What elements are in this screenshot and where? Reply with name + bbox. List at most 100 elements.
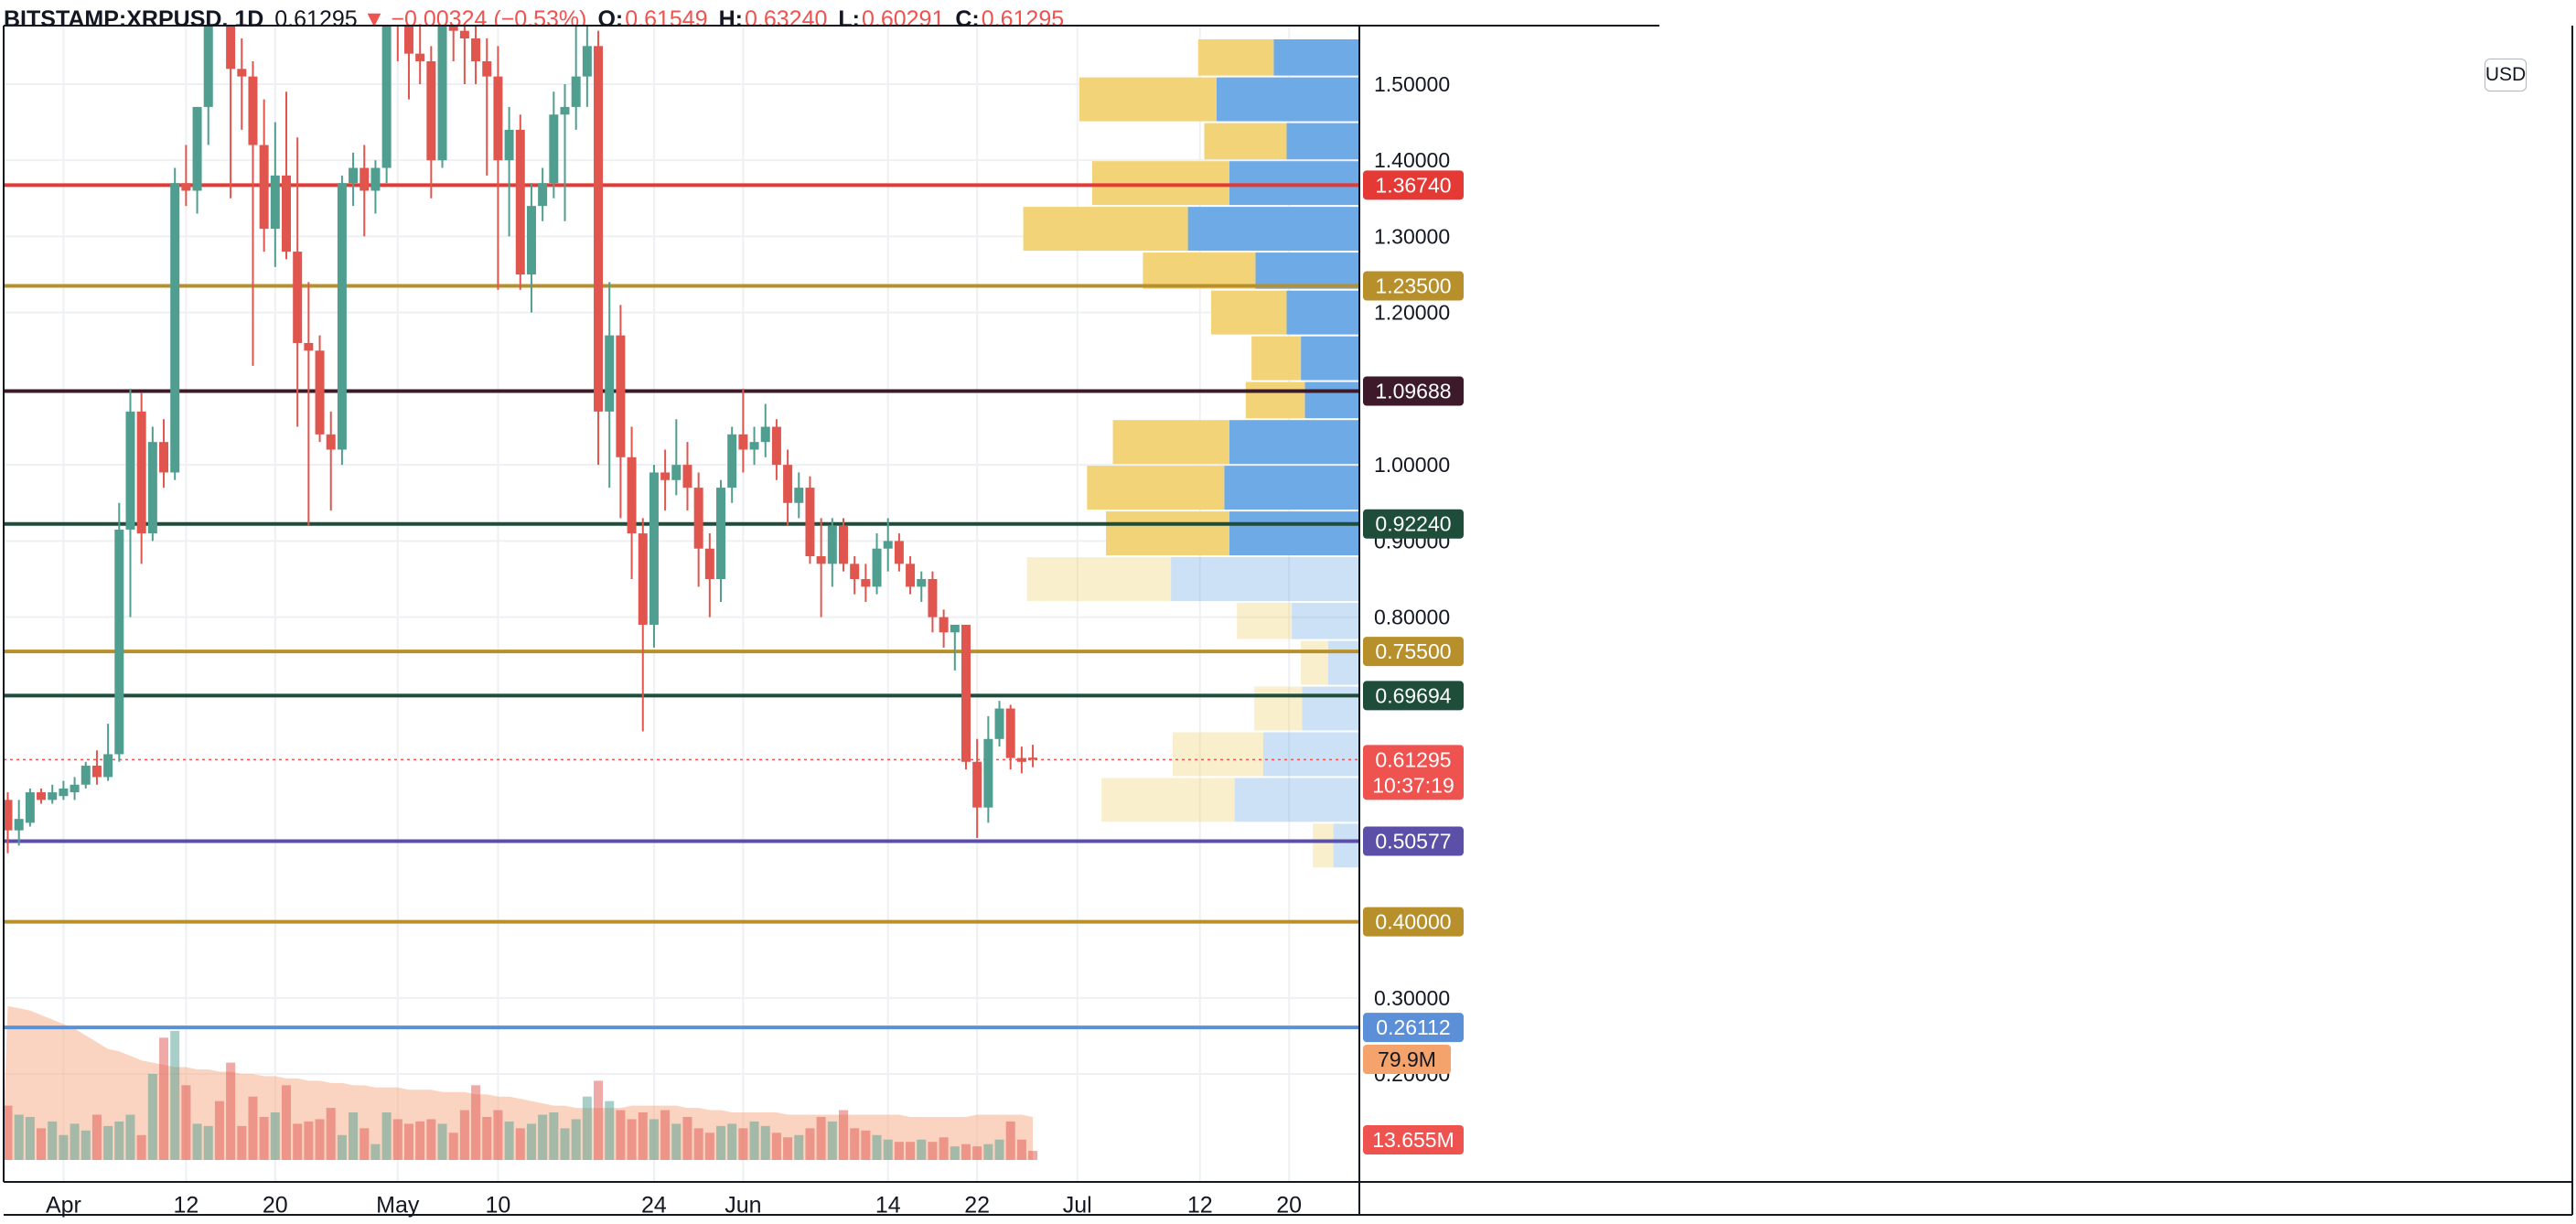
candle-body (403, 26, 413, 54)
volume-bar (437, 1123, 447, 1160)
candle-body (248, 76, 258, 145)
candle (638, 518, 648, 732)
volume-bar (403, 1123, 413, 1160)
candle (381, 26, 392, 184)
volume-bar (237, 1125, 247, 1160)
price-label-bg (1363, 376, 1464, 406)
price-label-badge: 0.40000 (1363, 907, 1464, 937)
candle (459, 26, 469, 84)
volume-bar (415, 1121, 425, 1160)
candle (426, 46, 436, 199)
candle-body (549, 114, 559, 184)
candle-body (961, 624, 971, 762)
countdown-label: 10:37:19 (1372, 773, 1454, 797)
candle-body (437, 26, 447, 161)
candle (181, 145, 191, 207)
volume-bar (872, 1134, 882, 1160)
time-tick-label: Apr (46, 1193, 81, 1219)
candle (192, 106, 202, 214)
candle (70, 777, 80, 800)
volume-bar (80, 1130, 91, 1160)
candle (560, 83, 570, 221)
time-tick-label: 10 (486, 1193, 511, 1219)
candle-body (25, 792, 35, 823)
volume-bar (582, 1096, 592, 1160)
candle-body (80, 765, 91, 785)
price-label-bg (1363, 826, 1464, 856)
candle-body (660, 472, 671, 480)
candle-body (103, 754, 113, 778)
volume-bar (771, 1133, 781, 1160)
volume-bar (259, 1116, 269, 1160)
time-tick-label: Jun (724, 1193, 761, 1219)
candle-body (4, 800, 13, 831)
volume-bar (627, 1119, 637, 1160)
price-label-badge: 0.50577 (1363, 826, 1464, 856)
candle-body (448, 26, 458, 31)
volume-bar (136, 1134, 146, 1160)
volume-bar (248, 1096, 258, 1160)
volume-bar (839, 1110, 848, 1160)
volume-bar (181, 1085, 191, 1160)
time-tick-label: 24 (641, 1193, 667, 1219)
candle (783, 449, 793, 526)
volume-bar (704, 1133, 714, 1160)
candle-body (950, 624, 960, 633)
time-tick-label: 20 (263, 1193, 288, 1219)
candle (59, 780, 69, 800)
candle-body (627, 456, 637, 534)
volume-bar (4, 1105, 13, 1160)
candle (738, 388, 748, 473)
candle (605, 282, 615, 489)
volume-bar (48, 1121, 58, 1160)
volume-profile-down (1112, 420, 1229, 465)
volume-profile-down (1254, 686, 1303, 731)
candle (994, 701, 1004, 747)
candle-body (147, 442, 157, 534)
candle (159, 419, 169, 489)
candle-body (515, 129, 525, 275)
candle-body (170, 183, 180, 473)
candle-body (304, 342, 314, 351)
candle-body (159, 442, 169, 473)
volume-label-text: 13.655M (1372, 1128, 1454, 1152)
candle (114, 502, 124, 762)
candle-body (616, 335, 626, 457)
volume-bar (749, 1121, 759, 1160)
volume-bar (850, 1128, 860, 1160)
candle-body (716, 488, 726, 579)
currency-badge[interactable]: USD (2485, 59, 2527, 91)
volume-bar (906, 1142, 916, 1160)
candle-body (1028, 757, 1038, 760)
candle-body (605, 335, 615, 412)
candle-body (794, 488, 804, 503)
volume-bar (203, 1125, 213, 1160)
price-label-bg (1363, 1013, 1464, 1043)
volume-profile-down (1087, 466, 1225, 510)
candle-body (337, 183, 347, 450)
volume-bar (917, 1139, 927, 1160)
candle-body (560, 106, 570, 115)
price-label-text: 0.61295 (1375, 747, 1451, 771)
candle-body (827, 525, 837, 564)
volume-bar (816, 1116, 826, 1160)
volume-bar (282, 1085, 291, 1160)
candle (760, 403, 770, 457)
candle-body (582, 46, 592, 77)
candle-body (136, 411, 146, 534)
volume-profile-down (1251, 336, 1302, 381)
candle (582, 26, 592, 107)
candle (25, 788, 35, 827)
candle-body (850, 564, 860, 579)
volume-profile-down (1245, 381, 1305, 419)
volume-bar (125, 1114, 135, 1160)
volume-label-bg (1363, 1045, 1451, 1074)
candle-body (114, 529, 124, 755)
volume-bar (504, 1121, 514, 1160)
candle-body (682, 465, 692, 489)
volume-bar (716, 1125, 726, 1160)
volume-bar (147, 1073, 157, 1160)
price-label-text: 1.36740 (1375, 173, 1451, 197)
candle (716, 479, 726, 602)
